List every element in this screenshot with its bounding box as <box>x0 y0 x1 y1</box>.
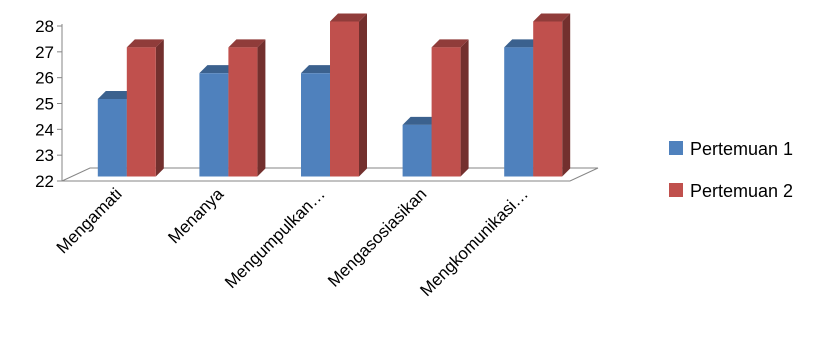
y-tick-label: 28 <box>35 17 54 36</box>
bar-side <box>359 13 367 177</box>
bar-top <box>431 39 469 48</box>
chart-floor <box>61 167 599 182</box>
bar-2-2 <box>228 39 266 177</box>
bar-side <box>257 39 266 177</box>
bar-top <box>199 65 237 74</box>
y-tick-label: 23 <box>35 146 54 165</box>
bar-front <box>199 73 229 177</box>
bar-top <box>97 91 135 99</box>
bar-front <box>97 99 127 177</box>
legend-swatch <box>669 141 683 155</box>
bar-top <box>402 116 440 125</box>
legend-item-2: Pertemuan 2 <box>669 181 793 201</box>
bar-2-1 <box>126 39 164 177</box>
bar-front <box>330 21 359 177</box>
x-category-label: Menanya <box>164 184 227 247</box>
bar-front <box>504 47 534 177</box>
bar-top <box>533 13 571 22</box>
x-category-label: Mengkomunikasi… <box>416 184 532 300</box>
bar-front <box>431 47 461 177</box>
bar-front <box>533 21 563 177</box>
y-tick-label: 25 <box>35 95 54 114</box>
bar-front <box>126 47 156 177</box>
bar-front <box>228 47 258 177</box>
bar-top <box>126 39 164 48</box>
x-category-label: Mengamati <box>53 184 126 257</box>
y-tick-label: 24 <box>35 120 54 139</box>
bar-side <box>460 39 469 177</box>
bar-2-4 <box>431 39 469 177</box>
bar-side <box>562 13 571 177</box>
bar-2-5 <box>533 13 571 177</box>
legend-swatch <box>669 183 683 197</box>
bar-top <box>228 39 266 48</box>
bar-front <box>301 73 330 177</box>
bar-2-3 <box>330 13 367 177</box>
legend: Pertemuan 1 Pertemuan 2 <box>669 139 793 201</box>
y-tick-label: 27 <box>35 43 54 62</box>
bar-top <box>330 13 367 22</box>
y-tick-label: 22 <box>35 172 54 191</box>
y-axis-ticks: 22 23 24 25 26 27 28 <box>35 17 62 191</box>
x-category-label: Mengasosiasikan <box>324 184 430 290</box>
y-tick-label: 26 <box>35 69 54 88</box>
legend-item-1: Pertemuan 1 <box>669 139 793 159</box>
legend-label: Pertemuan 1 <box>690 139 793 159</box>
bar-side <box>155 39 164 177</box>
x-axis-labels: Mengamati MenanyaMengumpulkan…Mengasosias… <box>53 184 532 300</box>
chart-bars <box>97 13 571 177</box>
legend-label: Pertemuan 2 <box>690 181 793 201</box>
x-category-label: Mengumpulkan… <box>221 184 329 292</box>
bar-top <box>301 65 338 74</box>
bar-top <box>504 39 542 48</box>
bar-front <box>402 124 432 177</box>
